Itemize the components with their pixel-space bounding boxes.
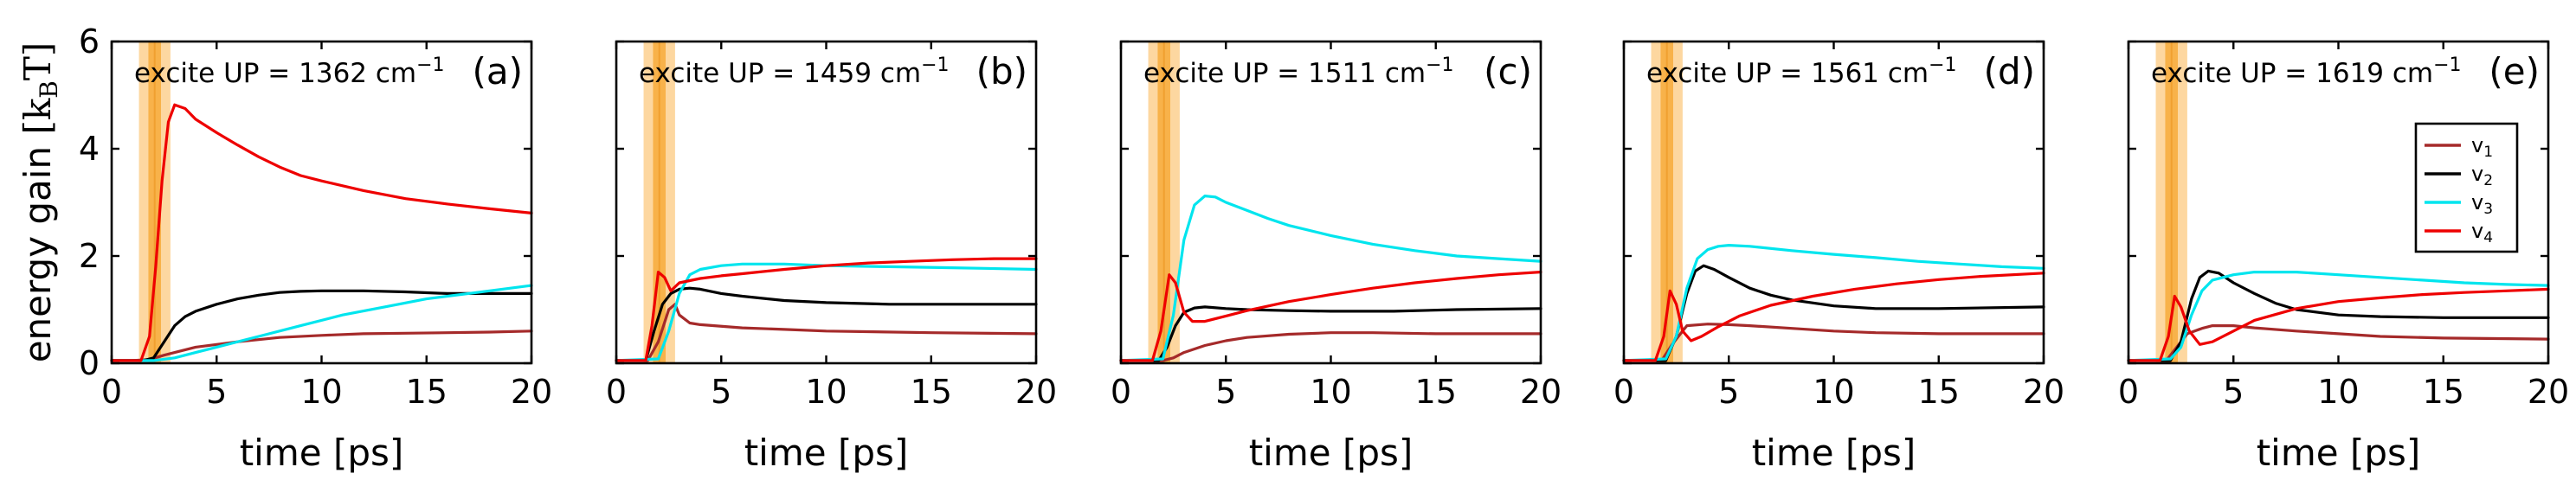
- panel-label: (b): [976, 50, 1027, 93]
- x-tick-label: 15: [911, 373, 952, 411]
- y-tick-label: 6: [79, 22, 100, 61]
- panel-label: (c): [1484, 50, 1532, 93]
- panel-label: (a): [472, 50, 523, 93]
- x-tick-label: 5: [1718, 373, 1739, 411]
- x-tick-label: 5: [711, 373, 731, 411]
- series-line-v2: [1119, 305, 1542, 362]
- y-axis-unit-rest: T]: [16, 42, 59, 80]
- series-line-v2: [1622, 264, 2045, 362]
- series-line-v3: [110, 284, 533, 362]
- series-line-v1: [1622, 323, 2045, 362]
- legend-label-subscript: 3: [2483, 201, 2493, 218]
- annotation-superscript: −1: [1426, 54, 1453, 76]
- y-tick-label: 2: [79, 237, 100, 275]
- x-tick-label: 20: [2023, 373, 2064, 411]
- x-tick-label: 10: [2317, 373, 2359, 411]
- plot-frame: [1622, 40, 2045, 365]
- x-tick-label: 0: [1613, 373, 1634, 411]
- x-tick-label: 20: [2528, 373, 2569, 411]
- excitation-annotation: excite UP = 1511 cm−1: [1143, 54, 1454, 89]
- x-tick-label: 0: [101, 373, 122, 411]
- x-tick-label: 0: [606, 373, 627, 411]
- x-tick-label: 15: [1918, 373, 1960, 411]
- x-tick-label: 15: [2423, 373, 2464, 411]
- x-tick-label: 5: [2223, 373, 2244, 411]
- panel-label: (e): [2489, 50, 2540, 93]
- legend-label-subscript: 1: [2483, 144, 2493, 161]
- x-tick-label: 20: [1520, 373, 1562, 411]
- x-tick-label: 5: [206, 373, 227, 411]
- annotation-superscript: −1: [2433, 54, 2461, 76]
- series-line-v2: [110, 289, 533, 362]
- x-tick-label: 10: [805, 373, 847, 411]
- x-tick-label: 20: [511, 373, 552, 411]
- y-tick-label: 0: [79, 344, 100, 382]
- x-axis-label: time [ps]: [240, 432, 404, 474]
- series-line-v2: [615, 286, 1038, 362]
- y-axis-unit: [k: [16, 98, 59, 134]
- excitation-annotation: excite UP = 1362 cm−1: [134, 54, 445, 89]
- y-tick-label: 4: [79, 130, 100, 168]
- series-line-v1: [615, 303, 1038, 362]
- excitation-annotation: excite UP = 1561 cm−1: [1646, 54, 1957, 89]
- chart-panel-c: 0 5 10 15 20 time [ps] excite UP = 1511 cm−1 (c…: [1111, 40, 1562, 474]
- series-line-v4: [2127, 287, 2550, 362]
- excitation-annotation: excite UP = 1459 cm−1: [639, 54, 950, 89]
- chart-panel-e: 0 5 10 15 20 time [ps] excite UP = 1619 cm−1 (e…: [2118, 40, 2569, 474]
- series-line-v1: [110, 329, 533, 362]
- legend-label-subscript: 2: [2483, 172, 2493, 189]
- excitation-annotation: excite UP = 1619 cm−1: [2151, 54, 2462, 89]
- chart-panel-a: 0 5 10 15 20 0 2 4 6 time [ps] excite UP = 1362 cm…: [16, 22, 552, 474]
- annotation-superscript: −1: [416, 54, 444, 76]
- x-tick-label: 10: [300, 373, 342, 411]
- x-tick-label: 15: [406, 373, 448, 411]
- series-line-v3: [2127, 271, 2550, 362]
- x-axis-label: time [ps]: [744, 432, 909, 474]
- series-line-v3: [615, 262, 1038, 362]
- series-line-v4: [110, 103, 533, 362]
- x-axis-label: time [ps]: [1249, 432, 1414, 474]
- x-tick-label: 5: [1215, 373, 1236, 411]
- series-line-v1: [1119, 331, 1542, 362]
- series-line-v2: [2127, 269, 2550, 362]
- annotation-superscript: −1: [921, 54, 949, 76]
- x-tick-label: 10: [1813, 373, 1854, 411]
- x-axis-label: time [ps]: [2257, 432, 2421, 474]
- series-line-v4: [1622, 272, 2045, 362]
- plot-frame: [110, 40, 533, 365]
- legend-label-subscript: 4: [2483, 229, 2493, 246]
- x-axis-label: time [ps]: [1752, 432, 1916, 474]
- annotation-superscript: −1: [1929, 54, 1956, 76]
- chart-panel-b: 0 5 10 15 20 time [ps] excite UP = 1459 cm−1 (b…: [606, 40, 1057, 474]
- x-tick-label: 20: [1015, 373, 1057, 411]
- x-tick-label: 0: [2118, 373, 2139, 411]
- series-line-v3: [1622, 244, 2045, 362]
- panel-label: (d): [1984, 50, 2035, 93]
- chart-panel-d: 0 5 10 15 20 time [ps] excite UP = 1561 cm−1 (d…: [1613, 40, 2064, 474]
- y-axis-unit-subscript: B: [35, 80, 63, 99]
- plot-frame: [1119, 40, 1542, 365]
- series-line-v4: [615, 257, 1038, 362]
- series-line-v3: [1119, 195, 1542, 362]
- series-line-v4: [1119, 271, 1542, 362]
- x-tick-label: 0: [1111, 373, 1131, 411]
- x-tick-label: 10: [1310, 373, 1351, 411]
- x-tick-label: 15: [1415, 373, 1457, 411]
- series-line-v1: [2127, 324, 2550, 362]
- y-axis-label: energy gain [kBT]: [16, 42, 63, 363]
